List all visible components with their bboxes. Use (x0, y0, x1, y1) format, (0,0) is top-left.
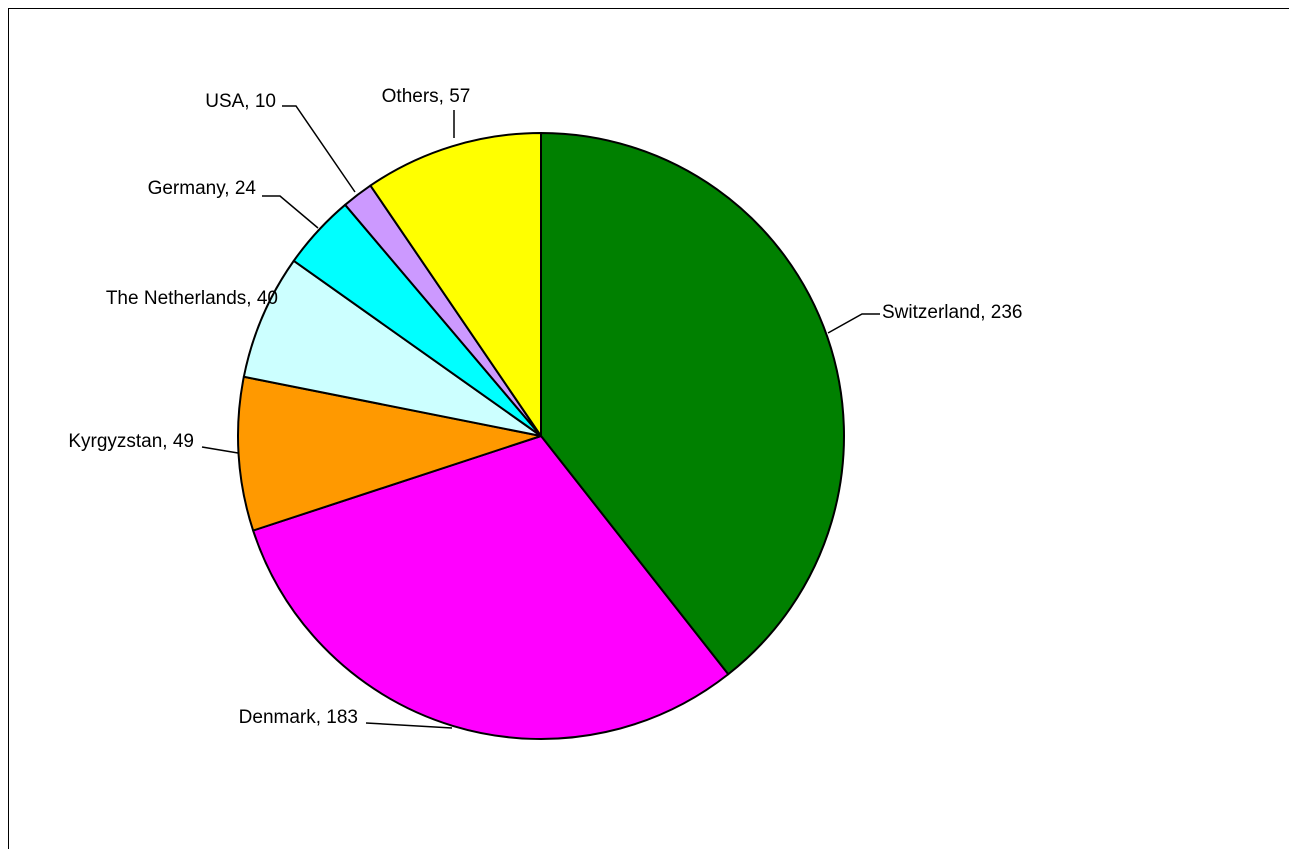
pie-slice-denmark (252, 435, 730, 740)
slice-label-others: Others, 57 (382, 86, 471, 107)
pie-slice-the-netherlands (242, 259, 542, 437)
slice-labels: Switzerland, 236 Denmark, 183 Kyrgyzstan, … (68, 86, 1022, 728)
pie-slices (237, 132, 845, 740)
pie-slice-switzerland (540, 132, 845, 676)
leader-line-usa (282, 105, 356, 193)
pie-slice-kyrgyzstan (237, 375, 542, 532)
leader-line-denmark (365, 722, 453, 729)
slice-label-the-netherlands: The Netherlands, 40 (106, 288, 278, 309)
leader-line-germany (262, 195, 319, 229)
chart-frame (8, 8, 1289, 849)
slice-label-germany: Germany, 24 (148, 178, 257, 199)
leader-line-switzerland (827, 313, 880, 334)
slice-label-usa: USA, 10 (205, 91, 276, 112)
leader-line-kyrgyzstan (201, 446, 239, 454)
leader-lines (201, 105, 880, 729)
slice-label-switzerland: Switzerland, 236 (882, 302, 1022, 323)
slice-label-kyrgyzstan: Kyrgyzstan, 49 (68, 431, 194, 452)
pie-slice-others (369, 132, 542, 437)
slice-label-denmark: Denmark, 183 (239, 707, 358, 728)
